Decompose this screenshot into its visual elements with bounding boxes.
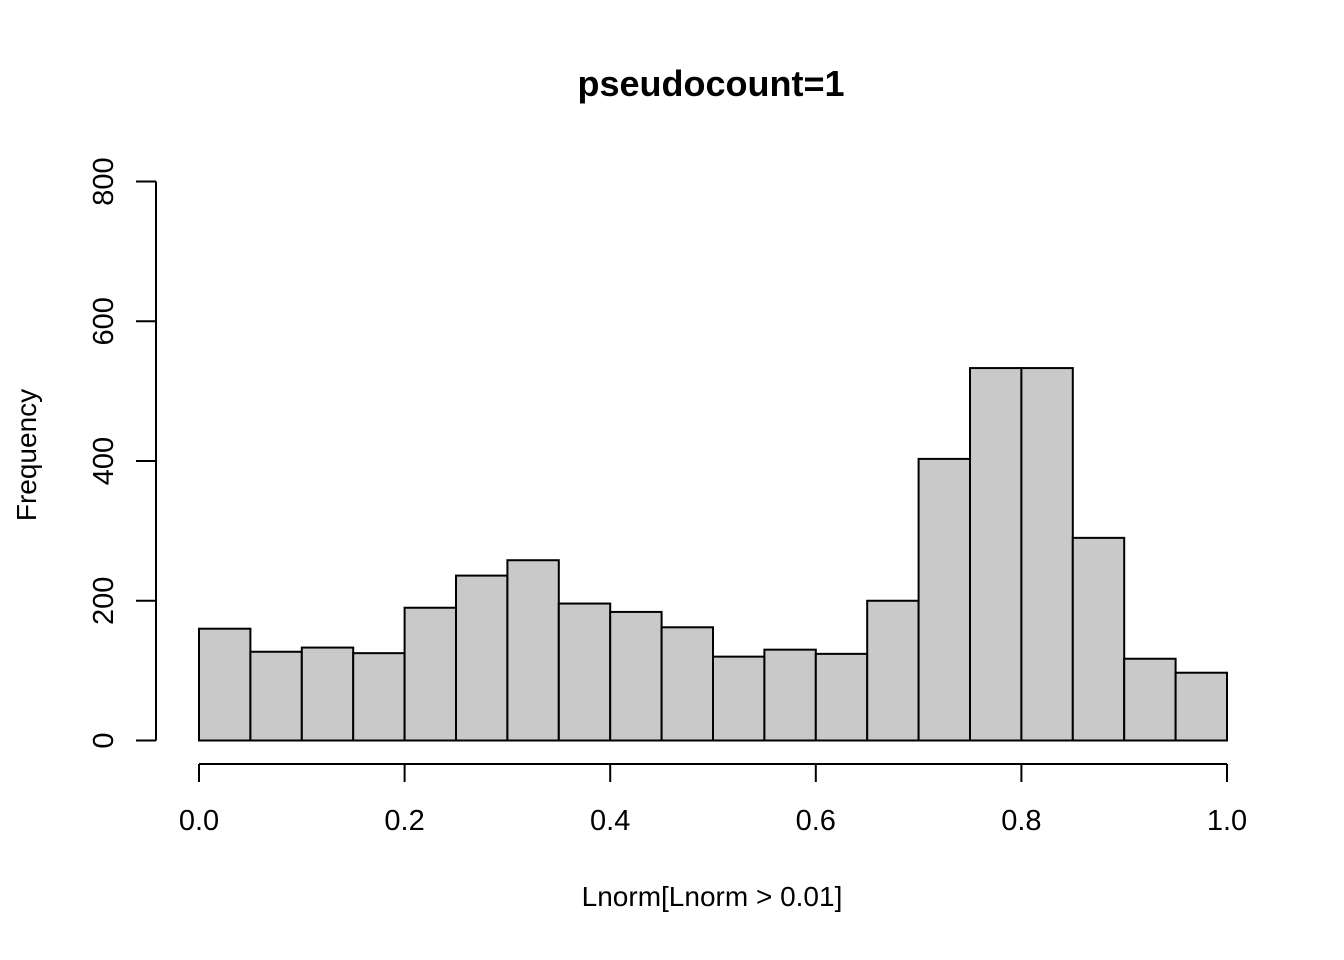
x-tick-label: 0.8 (1001, 805, 1041, 837)
histogram-bar (866, 599, 920, 742)
y-tick-label: 200 (88, 577, 120, 625)
histogram-bar (917, 457, 971, 742)
x-tick-label: 0.0 (179, 805, 219, 837)
x-axis-label: Lnorm[Lnorm > 0.01] (581, 881, 843, 912)
histogram-bar (1071, 536, 1126, 742)
histogram-bar (198, 627, 252, 742)
chart-title: pseudocount=1 (577, 63, 845, 104)
histogram-bar (814, 652, 869, 742)
x-tick-label: 0.4 (590, 805, 630, 837)
histogram-bar (300, 646, 355, 742)
y-tick-label: 0 (88, 732, 120, 748)
y-tick-label: 600 (88, 297, 120, 345)
y-axis-label: Frequency (11, 388, 42, 522)
histogram-bar (352, 652, 406, 742)
histogram-bar (506, 559, 560, 742)
histogram-bar (1123, 657, 1177, 742)
histogram-bar (557, 602, 612, 742)
histogram-bar (403, 606, 458, 742)
x-tick-label: 0.2 (384, 805, 424, 837)
histogram-bar (609, 610, 663, 742)
x-tick-label: 1.0 (1207, 805, 1247, 837)
y-tick-label: 800 (88, 157, 120, 205)
x-tick-label: 0.6 (796, 805, 836, 837)
histogram-bar (455, 574, 509, 742)
y-tick-label: 400 (88, 437, 120, 485)
histogram-bar (712, 655, 766, 742)
histogram-bar (763, 648, 817, 742)
histogram-bar (1020, 367, 1074, 742)
histogram-bar (1174, 671, 1228, 742)
histogram-bar (660, 626, 714, 742)
histogram-bar (249, 650, 303, 742)
histogram-bar (969, 367, 1023, 742)
